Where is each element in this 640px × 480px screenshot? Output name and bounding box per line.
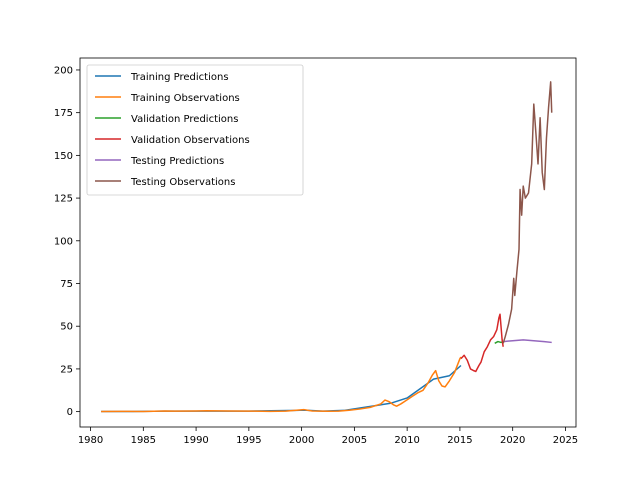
y-axis: 0 25 50 75 100 125 150 175 200 [54,65,80,418]
legend-label: Training Predictions [130,72,229,83]
y-tick-label: 0 [67,407,73,418]
x-tick-label: 1980 [78,435,103,446]
x-axis: 1980 1985 1990 1995 2000 2005 2010 2015 2020 2025 [78,427,578,446]
legend-label: Validation Predictions [131,114,238,125]
legend-entry: Training Predictions [95,72,229,83]
y-tick-label: 100 [54,236,73,247]
x-tick-label: 2005 [342,435,367,446]
y-tick-label: 150 [54,151,73,162]
legend-box [86,64,304,196]
x-tick-label: 1985 [131,435,156,446]
legend-entry: Testing Observations [95,177,235,188]
y-tick-label: 25 [60,364,73,375]
legend-entry: Validation Predictions [95,114,238,125]
legend-label: Testing Predictions [130,156,224,167]
y-tick-label: 50 [60,322,73,333]
x-tick-label: 2025 [553,435,578,446]
legend-label: Testing Observations [130,177,235,188]
x-tick-label: 2015 [447,435,472,446]
legend-entry: Validation Observations [95,135,250,146]
legend-label: Validation Observations [131,135,250,146]
y-tick-label: 125 [54,194,73,205]
series-line-training-observations [101,356,462,413]
legend: Training Predictions Training Observation… [86,64,304,196]
x-tick-label: 1995 [236,435,261,446]
legend-label: Training Observations [130,93,240,104]
legend-entry: Testing Predictions [95,156,224,167]
y-tick-label: 200 [54,65,73,76]
y-tick-label: 175 [54,108,73,119]
x-tick-label: 1990 [183,435,208,446]
x-tick-label: 2020 [500,435,525,446]
series-line-testing-observations [502,81,553,344]
axes-frame [79,57,577,428]
x-tick-label: 2010 [394,435,419,446]
plot-lines [101,81,553,413]
series-line-validation-observations [460,313,504,373]
legend-entry: Training Observations [95,93,240,104]
y-tick-label: 75 [60,279,73,290]
x-tick-label: 2000 [289,435,314,446]
series-line-testing-predictions [503,339,552,344]
